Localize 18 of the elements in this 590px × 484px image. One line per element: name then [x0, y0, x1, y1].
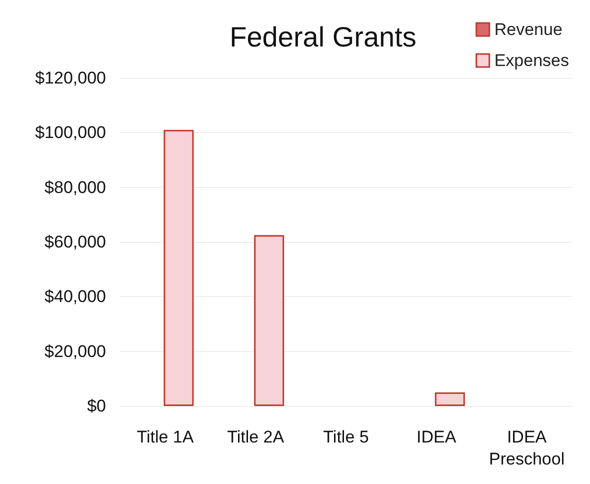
- y-tick-label: $0: [87, 396, 106, 416]
- y-tick-label: $100,000: [35, 123, 106, 142]
- legend-label: Expenses: [494, 51, 570, 70]
- chart-title: Federal Grants: [230, 22, 416, 52]
- y-tick-label: $60,000: [44, 232, 106, 252]
- x-tick-label: IDEA: [416, 428, 457, 446]
- x-tick-label: Title 2A: [227, 428, 285, 446]
- x-tick-label: IDEA Preschool: [488, 428, 565, 468]
- x-tick-label: Title 1A: [136, 428, 194, 446]
- bar: [434, 392, 465, 406]
- x-tick-label: Title 5: [323, 428, 369, 446]
- y-tick-label: $80,000: [44, 178, 106, 197]
- y-tick-label: $40,000: [44, 287, 106, 306]
- bar: [254, 235, 284, 406]
- y-tick-label: $20,000: [44, 342, 106, 361]
- y-tick-label: $120,000: [35, 68, 106, 88]
- bar: [164, 130, 194, 406]
- legend-label: Revenue: [494, 20, 562, 39]
